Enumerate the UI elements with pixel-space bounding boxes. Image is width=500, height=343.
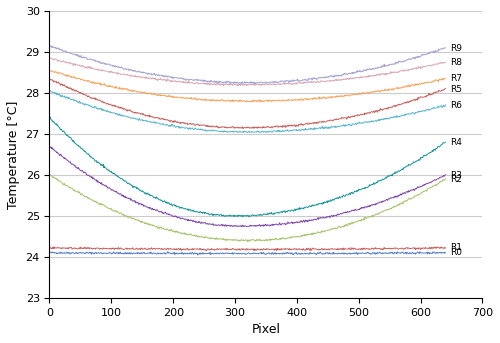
Text: R3: R3: [450, 171, 462, 180]
Text: R8: R8: [450, 58, 462, 67]
Y-axis label: Temperature [°C]: Temperature [°C]: [7, 100, 20, 209]
Text: R9: R9: [450, 44, 462, 53]
Text: R0: R0: [450, 248, 462, 257]
Text: R4: R4: [450, 138, 462, 147]
Text: R1: R1: [450, 244, 462, 252]
Text: R2: R2: [450, 175, 462, 184]
Text: R6: R6: [450, 101, 462, 110]
Text: R7: R7: [450, 74, 462, 83]
X-axis label: Pixel: Pixel: [252, 323, 280, 336]
Text: R5: R5: [450, 85, 462, 94]
